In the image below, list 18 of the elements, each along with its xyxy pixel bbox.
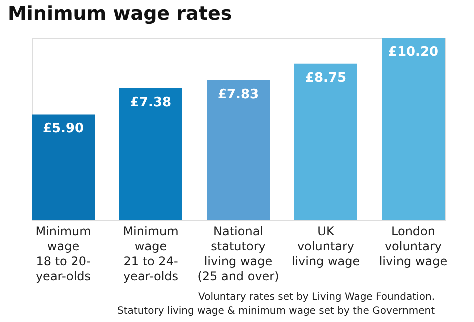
data-label: £7.38 — [130, 95, 172, 110]
chart-title: Minimum wage rates — [8, 3, 232, 25]
bar — [120, 88, 182, 220]
x-tick-label: Minimum wage 18 to 20- year-olds — [36, 224, 92, 284]
bar — [382, 38, 445, 220]
bar — [294, 64, 358, 220]
x-tick-label: UK voluntary living wage — [292, 224, 360, 268]
x-tick-label: National statutory living wage (25 and over) — [198, 224, 280, 284]
data-label: £8.75 — [305, 70, 347, 86]
x-tick-label: London voluntary living wage — [379, 224, 448, 268]
x-tick-label: Minimum wage 21 to 24- year-olds — [123, 224, 179, 284]
bar — [207, 80, 270, 220]
data-label: £5.90 — [42, 122, 84, 137]
data-label: £7.83 — [218, 87, 260, 102]
data-label: £10.20 — [388, 45, 439, 60]
text: Voluntary rates set by Living Wage Foundation. — [198, 292, 435, 303]
text: Statutory living wage & minimum wage set by the Government — [118, 306, 436, 317]
bar — [32, 114, 95, 220]
